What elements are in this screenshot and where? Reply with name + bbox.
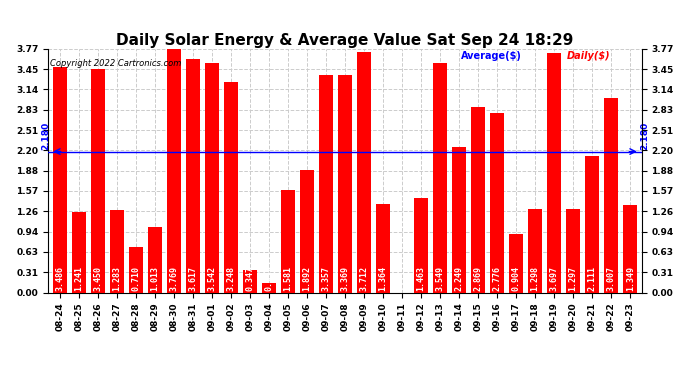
Text: 0.904: 0.904 — [512, 266, 521, 291]
Title: Daily Solar Energy & Average Value Sat Sep 24 18:29: Daily Solar Energy & Average Value Sat S… — [117, 33, 573, 48]
Text: 0.347: 0.347 — [246, 266, 255, 291]
Text: 1.463: 1.463 — [417, 266, 426, 291]
Bar — [490, 113, 504, 292]
Text: 3.007: 3.007 — [607, 266, 615, 291]
Bar — [319, 75, 333, 292]
Bar — [604, 98, 618, 292]
Text: 2.180: 2.180 — [640, 122, 649, 150]
Bar — [205, 63, 219, 292]
Text: 3.542: 3.542 — [208, 266, 217, 291]
Text: Average($): Average($) — [461, 51, 522, 61]
Bar — [224, 82, 238, 292]
Bar — [376, 204, 390, 292]
Bar — [90, 69, 105, 292]
Text: 3.712: 3.712 — [359, 266, 368, 291]
Text: 1.892: 1.892 — [302, 266, 311, 291]
Bar — [338, 75, 352, 292]
Bar — [566, 209, 580, 292]
Bar — [357, 53, 371, 292]
Bar — [300, 170, 314, 292]
Text: 1.581: 1.581 — [284, 266, 293, 291]
Bar — [528, 209, 542, 292]
Text: 1.283: 1.283 — [112, 266, 121, 291]
Text: Daily($): Daily($) — [566, 51, 611, 61]
Bar — [547, 54, 562, 292]
Text: 1.297: 1.297 — [569, 266, 578, 291]
Bar — [509, 234, 523, 292]
Text: 3.697: 3.697 — [550, 266, 559, 291]
Bar — [167, 49, 181, 292]
Bar — [585, 156, 600, 292]
Text: 1.364: 1.364 — [379, 266, 388, 291]
Text: 2.869: 2.869 — [473, 266, 482, 291]
Bar — [471, 107, 485, 292]
Text: 1.013: 1.013 — [150, 266, 159, 291]
Text: 2.776: 2.776 — [493, 266, 502, 291]
Text: 3.369: 3.369 — [340, 266, 350, 291]
Bar — [262, 284, 276, 292]
Text: 0.141: 0.141 — [264, 266, 273, 291]
Bar — [452, 147, 466, 292]
Bar — [186, 58, 200, 292]
Bar — [72, 212, 86, 292]
Bar — [110, 210, 124, 292]
Bar — [148, 227, 162, 292]
Bar — [243, 270, 257, 292]
Text: 2.249: 2.249 — [455, 266, 464, 291]
Text: 3.357: 3.357 — [322, 266, 331, 291]
Bar — [281, 190, 295, 292]
Text: 2.111: 2.111 — [588, 266, 597, 291]
Text: 3.617: 3.617 — [188, 266, 197, 291]
Text: 1.349: 1.349 — [626, 266, 635, 291]
Text: 1.298: 1.298 — [531, 266, 540, 291]
Bar — [52, 67, 67, 292]
Text: 0.710: 0.710 — [131, 266, 140, 291]
Text: 3.549: 3.549 — [435, 266, 444, 291]
Text: 3.769: 3.769 — [169, 266, 178, 291]
Text: 3.248: 3.248 — [226, 266, 235, 291]
Bar — [433, 63, 447, 292]
Bar — [623, 205, 638, 292]
Text: 3.450: 3.450 — [93, 266, 102, 291]
Bar — [128, 247, 143, 292]
Text: 3.486: 3.486 — [55, 266, 64, 291]
Bar — [414, 198, 428, 292]
Text: 1.241: 1.241 — [75, 266, 83, 291]
Text: Copyright 2022 Cartronics.com: Copyright 2022 Cartronics.com — [50, 58, 181, 68]
Text: 2.180: 2.180 — [41, 122, 50, 150]
